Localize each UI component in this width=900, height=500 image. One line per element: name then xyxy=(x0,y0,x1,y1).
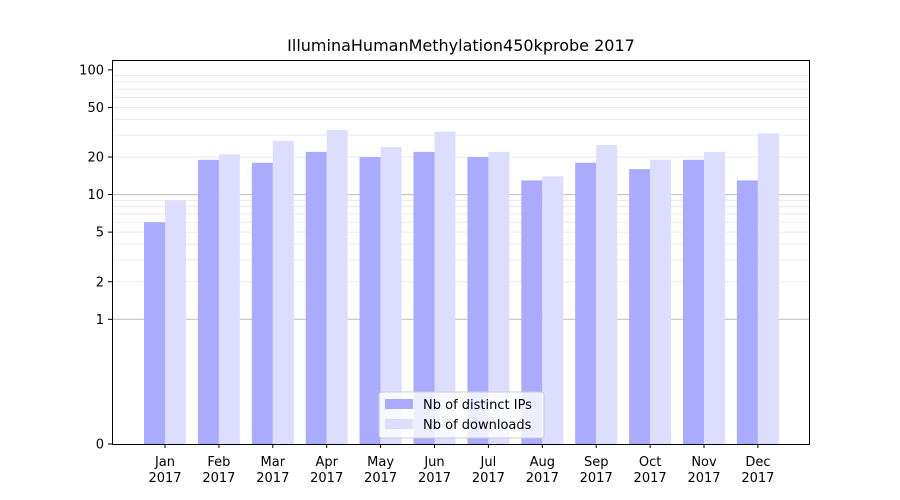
legend-swatch-downloads xyxy=(385,419,413,429)
x-tick-label-year: 2017 xyxy=(202,471,235,486)
x-tick-label-month: Feb xyxy=(207,455,230,470)
legend-box xyxy=(378,391,545,439)
y-axis: 0 1 2 5 10 20 50 100 xyxy=(79,63,112,453)
x-tick-label-month: May xyxy=(367,455,394,470)
legend-label-downloads: Nb of downloads xyxy=(423,418,532,433)
x-tick-label-year: 2017 xyxy=(418,471,451,486)
bar-distinct-ips xyxy=(359,157,381,444)
x-tick-label-month: Apr xyxy=(315,455,338,470)
bar-distinct-ips xyxy=(683,159,704,444)
y-tick-label: 0 xyxy=(96,438,104,453)
x-tick-label-month: Jun xyxy=(423,455,444,470)
bar-distinct-ips xyxy=(413,151,435,444)
bar-downloads xyxy=(165,200,186,444)
x-tick-label: May 2017 xyxy=(364,455,397,486)
x-tick-label: Jun 2017 xyxy=(418,455,451,486)
y-tick-label: 100 xyxy=(79,63,104,78)
bar-downloads xyxy=(704,151,725,444)
bar-downloads xyxy=(434,131,456,445)
y-tick-label: 5 xyxy=(96,226,104,241)
x-tick-label-year: 2017 xyxy=(741,471,774,486)
bar-distinct-ips xyxy=(305,151,327,444)
x-tick-label-year: 2017 xyxy=(310,471,343,486)
x-tick-label-month: Nov xyxy=(691,455,717,470)
bar-distinct-ips xyxy=(736,180,758,444)
y-tick-label: 2 xyxy=(96,275,104,290)
bar-downloads xyxy=(218,154,240,444)
bar-downloads xyxy=(757,133,779,444)
bar-distinct-ips xyxy=(144,222,165,444)
x-tick-label-month: Dec xyxy=(745,455,770,470)
x-tick-label-month: Oct xyxy=(639,455,661,470)
bar-downloads xyxy=(380,147,402,444)
x-tick-label: Sep 2017 xyxy=(580,455,613,486)
x-tick-label: Aug 2017 xyxy=(526,455,559,486)
x-tick-label-year: 2017 xyxy=(634,471,667,486)
x-tick-label: Feb 2017 xyxy=(202,455,235,486)
bar-downloads xyxy=(488,151,510,444)
x-tick-label-year: 2017 xyxy=(580,471,613,486)
x-tick-label-month: Sep xyxy=(584,455,609,470)
y-tick-label: 10 xyxy=(87,188,104,203)
plot-area-frame xyxy=(112,60,810,445)
x-tick-label-year: 2017 xyxy=(687,471,720,486)
bar-distinct-ips xyxy=(251,162,273,444)
x-tick-label: Oct 2017 xyxy=(634,455,667,486)
chart-title: IlluminaHumanMethylation450kprobe 2017 xyxy=(287,36,635,55)
y-tick-label: 50 xyxy=(87,101,104,116)
x-tick-label-month: Jan xyxy=(154,455,175,470)
bar-downloads xyxy=(272,140,294,444)
x-tick-label: Jul 2017 xyxy=(472,455,505,486)
bar-distinct-ips xyxy=(521,180,543,444)
y-tick-label: 1 xyxy=(96,313,104,328)
x-tick-label-year: 2017 xyxy=(148,471,181,486)
bar-downloads xyxy=(650,159,672,444)
x-tick-label-year: 2017 xyxy=(256,471,289,486)
bar-distinct-ips xyxy=(467,157,489,444)
x-tick-label-year: 2017 xyxy=(472,471,505,486)
x-tick-label-year: 2017 xyxy=(364,471,397,486)
x-tick-label: Nov 2017 xyxy=(687,455,720,486)
x-tick-label-month: Mar xyxy=(261,455,286,470)
y-tick-label: 20 xyxy=(87,151,104,166)
legend: Nb of distinct IPs Nb of downloads xyxy=(378,391,545,439)
bar-downloads xyxy=(542,176,564,444)
x-tick-label: Dec 2017 xyxy=(741,455,774,486)
x-tick-label-year: 2017 xyxy=(526,471,559,486)
legend-swatch-distinct-ips xyxy=(385,399,413,409)
x-tick-label-month: Aug xyxy=(530,455,555,470)
bar-distinct-ips xyxy=(575,162,597,444)
bar-distinct-ips xyxy=(629,169,651,444)
legend-label-distinct-ips: Nb of distinct IPs xyxy=(423,398,532,413)
bar-downloads xyxy=(596,144,618,445)
bar-distinct-ips xyxy=(197,159,219,444)
x-tick-label: Jan 2017 xyxy=(148,455,181,486)
x-tick-label: Apr 2017 xyxy=(310,455,343,486)
x-tick-label: Mar 2017 xyxy=(256,455,289,486)
bar-downloads xyxy=(326,129,348,444)
bars xyxy=(144,129,779,445)
x-tick-label-month: Jul xyxy=(480,455,497,470)
